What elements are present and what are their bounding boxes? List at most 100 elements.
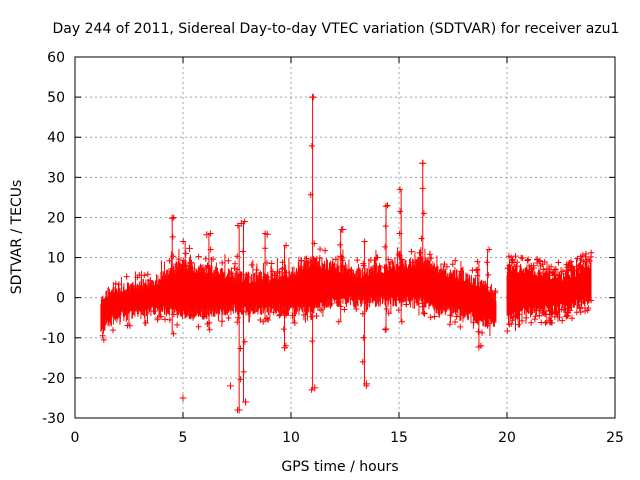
edge-point <box>408 248 415 255</box>
edge-point <box>269 268 276 275</box>
edge-point <box>416 249 423 256</box>
edge-point <box>512 253 519 260</box>
y-axis-label: SDTVAR / TECUs <box>9 180 25 295</box>
spike-point <box>239 308 246 315</box>
edge-point <box>204 321 211 328</box>
edge-point <box>210 256 217 263</box>
spike-point <box>240 248 247 255</box>
edge-point <box>586 257 593 264</box>
edge-point <box>370 265 377 272</box>
edge-point <box>567 267 574 274</box>
edge-point <box>289 312 296 319</box>
edge-point <box>151 308 158 315</box>
edge-point <box>268 260 275 267</box>
spike-point <box>280 326 287 333</box>
spike-point <box>360 286 367 293</box>
edge-point <box>532 313 539 320</box>
spike-point <box>234 253 241 260</box>
spike-point <box>279 292 286 299</box>
spike-point <box>181 274 188 281</box>
edge-point <box>559 268 566 275</box>
edge-point <box>182 262 189 269</box>
edge-point <box>313 312 320 319</box>
edge-point <box>431 313 438 320</box>
outlier-point <box>235 406 243 414</box>
spike-point <box>476 286 483 293</box>
band-main-pass <box>100 247 497 337</box>
spike-point <box>280 275 287 282</box>
spike-point <box>183 310 190 317</box>
edge-point <box>582 298 589 305</box>
outlier-point <box>263 230 271 238</box>
edge-point <box>291 319 298 326</box>
spike-point <box>307 191 314 198</box>
spike-point <box>261 304 268 311</box>
edge-point <box>232 260 239 267</box>
edge-point <box>279 266 286 273</box>
spike-point <box>486 246 493 253</box>
edge-point <box>162 316 169 323</box>
edge-point <box>577 253 584 260</box>
edge-point <box>282 312 289 319</box>
edge-point <box>180 257 187 264</box>
spike-point <box>398 274 405 281</box>
edge-point <box>298 257 305 264</box>
outlier-point <box>227 382 235 390</box>
spike-point <box>383 285 390 292</box>
edge-point <box>554 311 561 318</box>
spike-point <box>474 272 481 279</box>
edge-point <box>485 320 492 327</box>
edge-point <box>588 249 595 256</box>
edge-point <box>419 300 426 307</box>
edge-point <box>555 259 562 266</box>
edge-point <box>395 251 402 258</box>
edge-point <box>514 259 521 266</box>
spike-point <box>419 260 426 267</box>
edge-point <box>388 258 395 265</box>
spike-point <box>483 284 490 291</box>
spike-point <box>477 300 484 307</box>
edge-point <box>219 259 226 266</box>
edge-point <box>109 327 116 334</box>
spike-point <box>396 186 403 193</box>
edge-point <box>420 310 427 317</box>
spike-point <box>308 142 315 149</box>
edge-point <box>341 306 348 313</box>
spike-point <box>485 310 492 317</box>
spike-point <box>311 240 318 247</box>
edge-point <box>327 300 334 307</box>
outlier-point <box>339 225 347 233</box>
edge-point <box>234 319 241 326</box>
edge-point <box>277 311 284 318</box>
y-tick-label: -30 <box>42 411 65 427</box>
spike-point <box>421 310 428 317</box>
spike-point <box>237 283 244 290</box>
edge-point <box>540 266 547 273</box>
edge-point <box>505 253 512 260</box>
edge-point <box>447 312 454 319</box>
edge-point <box>219 318 226 325</box>
edge-point <box>141 272 148 279</box>
spike-point <box>170 311 177 318</box>
edge-point <box>426 251 433 258</box>
edge-point <box>523 314 530 321</box>
edge-point <box>563 267 570 274</box>
outlier-point <box>311 384 319 392</box>
edge-point <box>515 321 522 328</box>
edge-point <box>338 255 345 262</box>
spike-point <box>170 330 177 337</box>
y-tick-label: 60 <box>47 50 65 66</box>
edge-point <box>543 265 550 272</box>
edge-point <box>574 255 581 262</box>
outlier-point <box>203 231 211 239</box>
spike-point <box>382 223 389 230</box>
spike-point <box>261 289 268 296</box>
edge-point <box>200 313 207 320</box>
edge-point <box>385 310 392 317</box>
spike-point <box>170 253 177 260</box>
edge-point <box>518 317 525 324</box>
x-tick-label: 15 <box>390 430 408 446</box>
edge-point <box>452 257 459 264</box>
edge-point <box>528 309 535 316</box>
